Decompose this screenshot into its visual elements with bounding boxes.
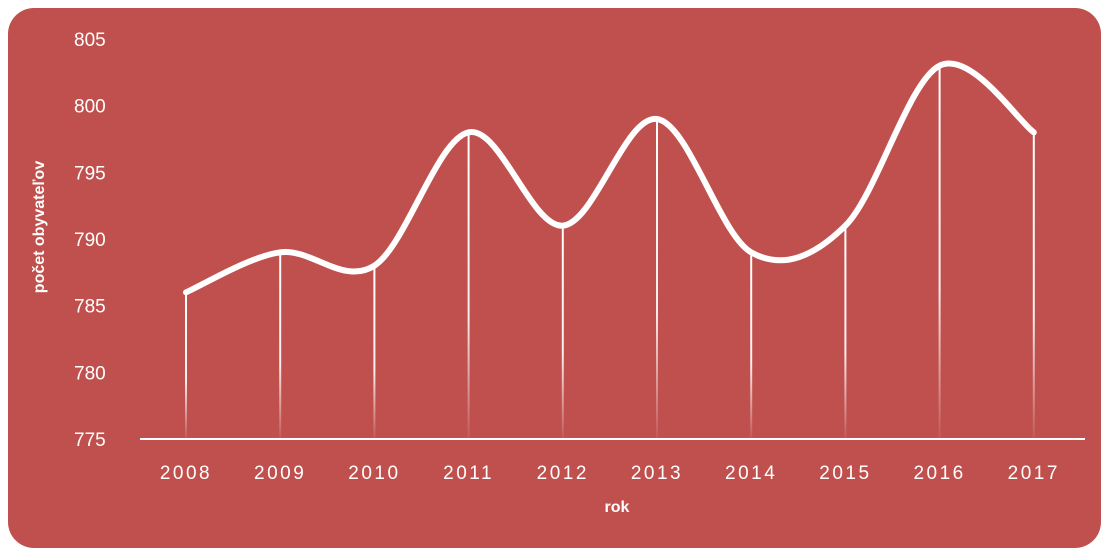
series-line [183, 60, 1037, 296]
y-tick-label: 785 [74, 297, 106, 318]
chart-panel: 775 780 785 790 795 800 805 2008 2009 2010 2011 20… [8, 8, 1101, 548]
x-tick-labels: 2008 2009 2010 2011 2012 2013 2014 2015 2016 2017 [160, 463, 1060, 484]
x-tick-label: 2017 [1008, 463, 1060, 484]
y-tick-label: 805 [74, 30, 106, 51]
x-tick-label: 2010 [348, 463, 400, 484]
x-tick-label: 2016 [913, 463, 965, 484]
page-title [0, 0, 1101, 6]
x-tick-label: 2012 [537, 463, 589, 484]
y-tick-labels: 775 780 785 790 795 800 805 [74, 30, 106, 451]
x-tick-label: 2011 [443, 463, 494, 484]
y-tick-label: 800 [74, 97, 106, 118]
x-tick-label: 2013 [631, 463, 683, 484]
y-tick-label: 780 [74, 363, 106, 384]
y-axis-title: počet obyvateľov [31, 161, 48, 294]
x-tick-label: 2015 [819, 463, 871, 484]
x-tick-label: 2009 [254, 463, 306, 484]
y-tick-label: 775 [74, 430, 106, 451]
x-tick-label: 2014 [725, 463, 777, 484]
y-tick-label: 790 [74, 230, 106, 251]
x-tick-label: 2008 [160, 463, 212, 484]
y-tick-label: 795 [74, 163, 106, 184]
x-axis-title: rok [605, 499, 630, 516]
chart-background [8, 8, 1101, 548]
drop-lines [185, 65, 1035, 440]
